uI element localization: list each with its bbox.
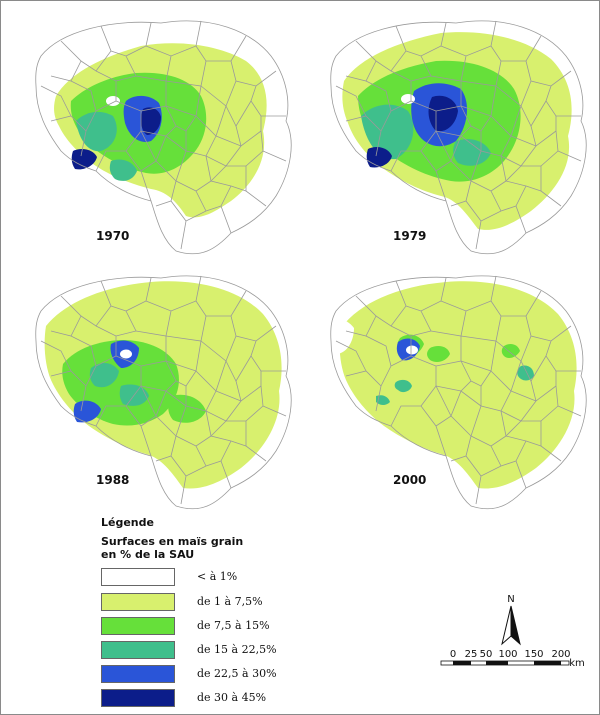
- scale-tick-0: 0: [450, 649, 456, 660]
- legend-swatch: [101, 568, 175, 586]
- legend-label: de 7,5 à 15%: [197, 619, 270, 632]
- legend-label: de 22,5 à 30%: [197, 667, 277, 680]
- legend-label: de 30 à 45%: [197, 691, 267, 704]
- legend-subtitle-line2: en % de la SAU: [101, 548, 195, 561]
- year-label-1979: 1979: [393, 229, 427, 243]
- legend-swatch: [101, 617, 175, 635]
- north-label: N: [507, 594, 514, 605]
- map-1970: [35, 20, 292, 255]
- scale-tick-150: 150: [524, 649, 543, 660]
- legend-title: Légende: [101, 516, 154, 529]
- scale-tick-200: 200: [551, 649, 570, 660]
- legend-swatch: [101, 665, 175, 683]
- legend: Légende Surfaces en maïs grain en % de l…: [101, 516, 401, 707]
- year-label-2000: 2000: [393, 473, 427, 487]
- year-label-1988: 1988: [96, 473, 130, 487]
- north-arrow-icon: N: [501, 594, 521, 646]
- scale-bar-graphic: [440, 660, 570, 666]
- scale-tick-50: 50: [480, 649, 493, 660]
- legend-label: < à 1%: [197, 570, 238, 583]
- legend-swatch: [101, 593, 175, 611]
- scale-tick-100: 100: [498, 649, 517, 660]
- map-1988: [35, 275, 292, 510]
- legend-label: de 15 à 22,5%: [197, 643, 277, 656]
- legend-subtitle-line1: Surfaces en maïs grain: [101, 535, 244, 548]
- legend-swatch: [101, 689, 175, 707]
- map-2000: [325, 275, 587, 510]
- scale-bar: N 0 25 50 100 150 200 km: [440, 594, 585, 669]
- legend-label: de 1 à 7,5%: [197, 595, 263, 608]
- legend-swatch: [101, 641, 175, 659]
- maps-grid: [35, 20, 587, 510]
- scale-tick-25: 25: [465, 649, 478, 660]
- year-label-1970: 1970: [96, 229, 130, 243]
- scale-unit: km: [569, 658, 585, 669]
- map-1979: [330, 20, 587, 255]
